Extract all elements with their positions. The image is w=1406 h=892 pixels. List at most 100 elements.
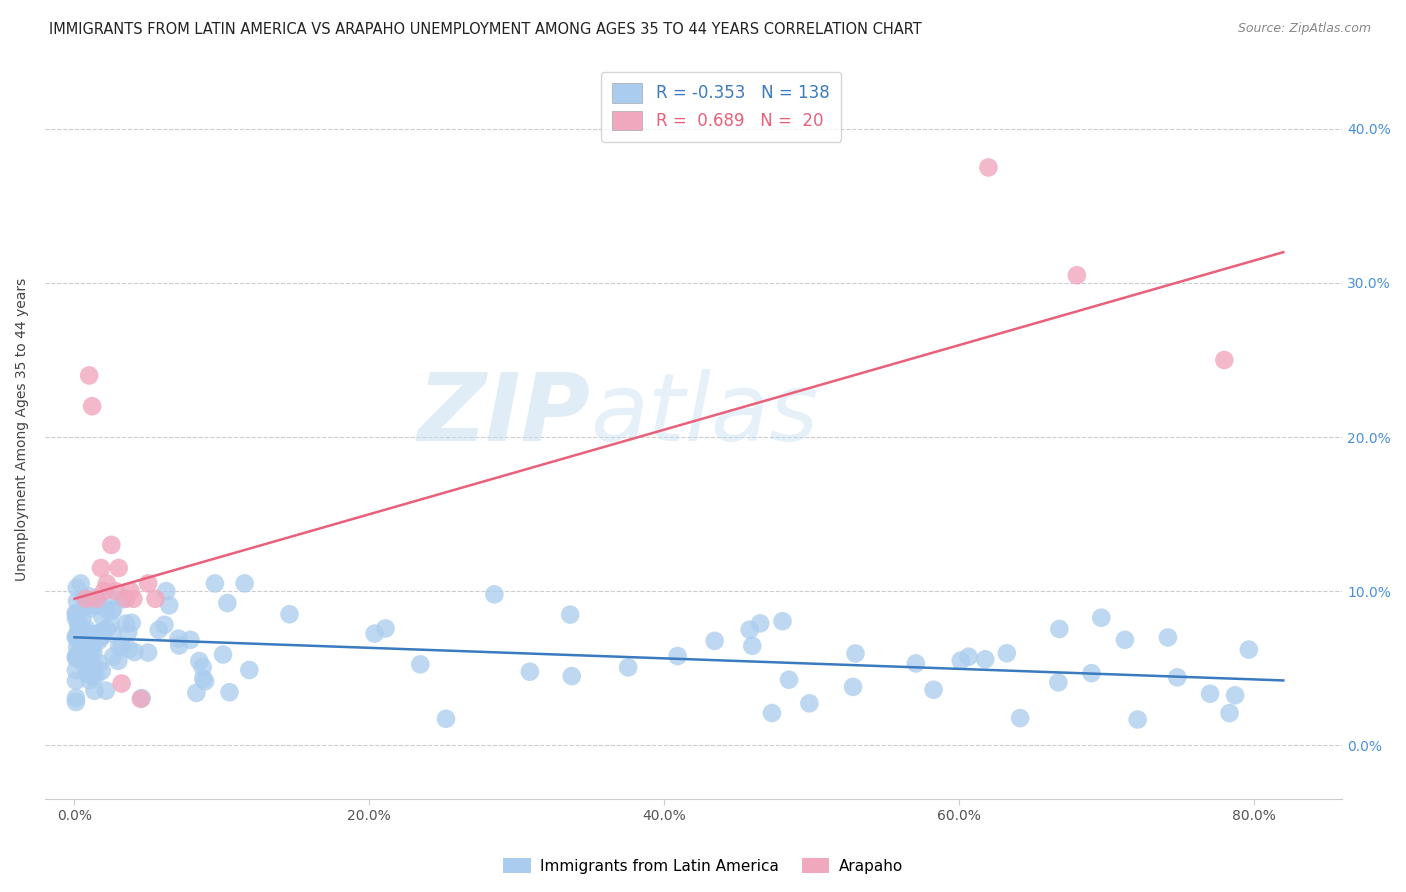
Point xyxy=(79,640,101,655)
Point xyxy=(1223,689,1246,703)
Text: atlas: atlas xyxy=(591,369,818,460)
Point xyxy=(65,631,87,645)
Point xyxy=(115,591,138,606)
Point xyxy=(90,664,112,678)
Point xyxy=(66,649,89,664)
Point xyxy=(65,695,87,709)
Point xyxy=(75,591,97,606)
Point xyxy=(741,639,763,653)
Point xyxy=(191,672,214,686)
Point xyxy=(1066,268,1088,283)
Point xyxy=(65,607,87,622)
Point xyxy=(69,638,91,652)
Point xyxy=(1047,622,1070,636)
Point xyxy=(72,657,94,671)
Point xyxy=(91,629,114,643)
Point xyxy=(772,614,794,628)
Point xyxy=(83,683,105,698)
Point xyxy=(977,161,1000,175)
Point xyxy=(157,599,180,613)
Point xyxy=(995,646,1018,660)
Point xyxy=(83,657,105,671)
Point xyxy=(1047,675,1070,690)
Point xyxy=(66,640,89,655)
Point xyxy=(738,623,761,637)
Point xyxy=(107,654,129,668)
Point xyxy=(77,638,100,652)
Point xyxy=(66,594,89,608)
Point xyxy=(761,706,783,720)
Point xyxy=(107,561,129,575)
Point xyxy=(111,676,134,690)
Point xyxy=(65,649,87,664)
Point xyxy=(100,538,122,552)
Point xyxy=(65,690,87,705)
Point xyxy=(1080,666,1102,681)
Point xyxy=(778,673,800,687)
Point xyxy=(1166,670,1188,684)
Point xyxy=(67,618,90,632)
Point xyxy=(101,626,124,640)
Point xyxy=(69,630,91,644)
Point xyxy=(1114,632,1136,647)
Point xyxy=(904,657,927,671)
Point xyxy=(186,686,208,700)
Point xyxy=(77,368,100,383)
Point xyxy=(124,645,146,659)
Point xyxy=(111,639,134,653)
Point xyxy=(96,622,118,636)
Point xyxy=(122,591,145,606)
Point xyxy=(72,624,94,638)
Point xyxy=(749,616,772,631)
Point xyxy=(98,591,121,606)
Point xyxy=(949,654,972,668)
Text: Source: ZipAtlas.com: Source: ZipAtlas.com xyxy=(1237,22,1371,36)
Point xyxy=(75,622,97,636)
Point xyxy=(65,651,87,665)
Point xyxy=(79,673,101,688)
Point xyxy=(84,597,107,611)
Point xyxy=(1199,687,1222,701)
Point xyxy=(69,631,91,645)
Point xyxy=(560,607,582,622)
Point xyxy=(212,648,235,662)
Point xyxy=(842,680,865,694)
Point xyxy=(194,674,217,689)
Point xyxy=(121,615,143,630)
Point xyxy=(90,631,112,645)
Point xyxy=(204,576,226,591)
Point xyxy=(65,663,87,677)
Point xyxy=(179,632,201,647)
Point xyxy=(79,602,101,616)
Point xyxy=(65,629,87,643)
Point xyxy=(1157,631,1180,645)
Point xyxy=(191,660,214,674)
Text: IMMIGRANTS FROM LATIN AMERICA VS ARAPAHO UNEMPLOYMENT AMONG AGES 35 TO 44 YEARS : IMMIGRANTS FROM LATIN AMERICA VS ARAPAHO… xyxy=(49,22,922,37)
Point xyxy=(96,576,118,591)
Point xyxy=(73,651,96,665)
Point xyxy=(799,696,821,710)
Point xyxy=(91,626,114,640)
Point xyxy=(167,639,190,653)
Point xyxy=(79,650,101,665)
Point xyxy=(91,610,114,624)
Point xyxy=(79,589,101,603)
Point xyxy=(93,584,115,599)
Point xyxy=(120,584,142,599)
Point xyxy=(118,642,141,657)
Point xyxy=(484,587,506,601)
Point xyxy=(82,645,104,659)
Point xyxy=(129,692,152,706)
Point xyxy=(100,604,122,618)
Point xyxy=(117,625,139,640)
Point xyxy=(73,592,96,607)
Point xyxy=(86,626,108,640)
Point xyxy=(108,640,131,654)
Point xyxy=(844,647,866,661)
Point xyxy=(76,626,98,640)
Point xyxy=(153,617,176,632)
Point xyxy=(75,598,97,612)
Point xyxy=(922,682,945,697)
Point xyxy=(67,614,90,628)
Point xyxy=(101,602,124,616)
